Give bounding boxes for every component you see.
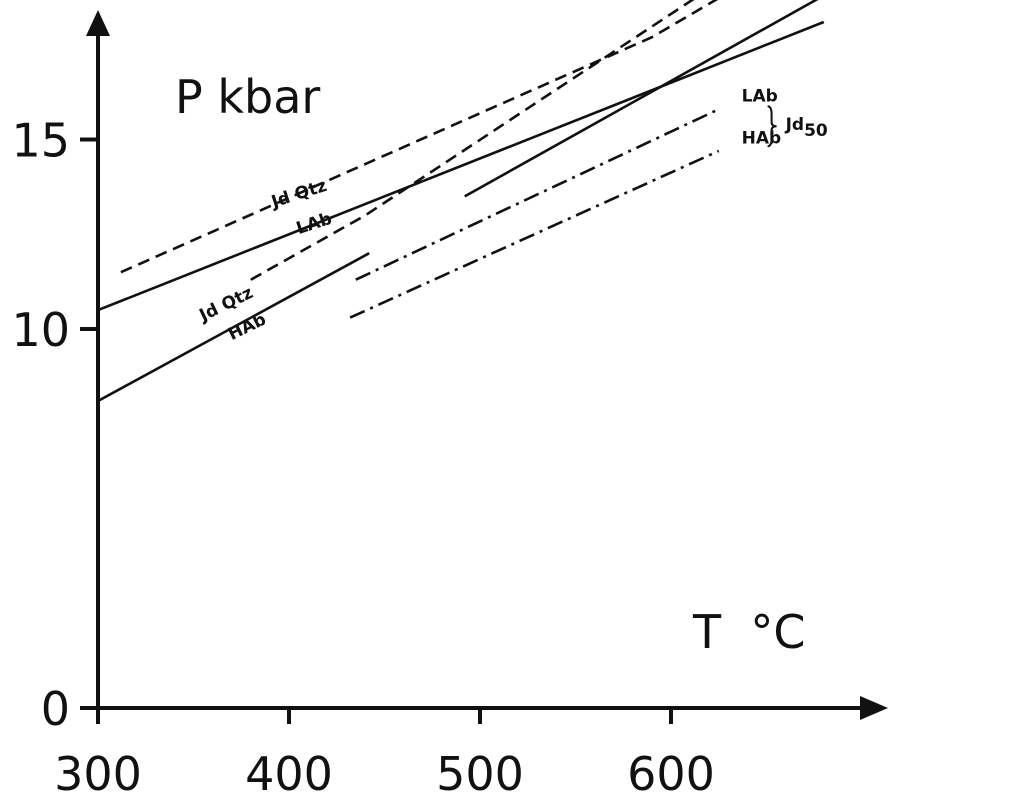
annotation-jd50-hab: HAb (742, 128, 782, 148)
x-axis-title: T °C (692, 605, 805, 659)
y-axis-arrow-icon (86, 10, 110, 36)
x-axis-arrow-icon (860, 696, 888, 720)
series-line-3 (464, 0, 819, 198)
annotation-jdqtz-hab-b: HAb (225, 310, 269, 345)
annotation-jdqtz-lab-a: Jd Qtz (268, 176, 329, 213)
y-tick-label-0: 0 (41, 682, 70, 736)
series-line-4 (120, 0, 719, 274)
x-tick-label-600: 600 (627, 747, 715, 800)
series-line-7 (349, 149, 720, 319)
y-axis-title: P kbar (175, 70, 320, 124)
x-tick-label-400: 400 (245, 747, 333, 800)
series-line-1 (97, 20, 825, 312)
annotation-jdqtz-lab-b: LAb (294, 209, 335, 239)
x-tick-label-300: 300 (54, 747, 142, 800)
annotation-jd50-lab: LAb (742, 87, 778, 107)
x-tick-label-500: 500 (436, 747, 524, 800)
series-line-5 (250, 0, 695, 281)
axis-ticks: 3004005006000101520 (11, 114, 715, 800)
y-tick-label-10: 10 (11, 303, 70, 357)
group-label-jd50: Jd50 (785, 115, 828, 141)
y-tick-label-15: 15 (11, 114, 70, 168)
series-layer (97, 0, 825, 403)
series-line-6 (355, 108, 720, 281)
brace-jd50 (767, 105, 777, 148)
series-line-2 (97, 252, 370, 403)
group-label-subscript-jd50: 50 (804, 121, 828, 141)
